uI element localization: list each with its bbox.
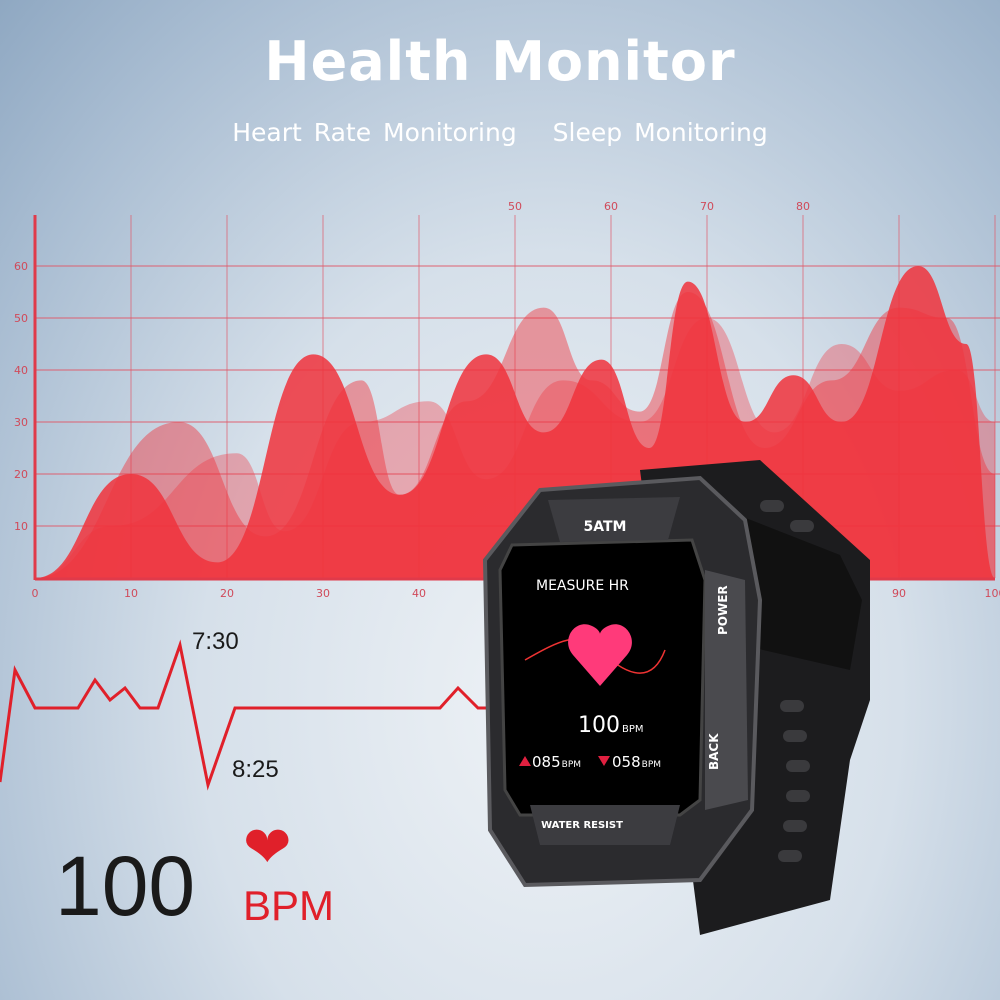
x-tick-label: 30 [316,587,330,600]
x-tick-label: 10 [124,587,138,600]
watch-screen: MEASURE HR 100 BPM 085BPM 058BPM [519,578,666,771]
x-tick-label: 50 [508,200,522,213]
screen-max-unit: BPM [562,760,581,770]
ecg-peak-time: 7:30 [192,628,239,655]
bpm-unit: BPM [243,882,335,929]
watch-bottom-label: WATER RESIST [541,820,623,831]
screen-min: 058 [612,753,641,771]
screen-title: MEASURE HR [536,578,629,594]
feature-sleep: Sleep Monitoring [552,118,768,147]
feature-heart-rate: Heart Rate Monitoring [232,118,517,147]
feature-list: Heart Rate Monitoring Sleep Monitoring [0,118,1000,147]
screen-bpm-value: 100 [578,713,620,738]
watch-top-label: 5ATM [584,519,627,535]
y-tick-label: 60 [14,260,28,273]
heart-icon [568,624,632,686]
screen-max-reading: 085BPM [532,753,581,771]
y-tick-label: 10 [14,520,28,533]
screen-min-unit: BPM [642,760,661,770]
screen-bpm-reading: 100 BPM [578,713,644,738]
heart-icon: ❤ [243,813,292,881]
y-tick-label: 50 [14,312,28,325]
x-tick-label: 70 [700,200,714,213]
screen-bpm-unit: BPM [622,724,644,735]
max-arrow-icon [519,756,531,766]
y-tick-label: 20 [14,468,28,481]
bpm-value: 100 [55,839,196,933]
x-tick-label: 60 [604,200,618,213]
ecg-trace [0,639,500,791]
screen-min-reading: 058BPM [612,753,661,771]
page-title: Health Monitor [264,30,736,93]
x-tick-label: 20 [220,587,234,600]
y-tick-label: 40 [14,364,28,377]
x-tick-label: 100 [985,587,1000,600]
power-button[interactable]: POWER [716,585,730,635]
min-arrow-icon [598,756,610,766]
ecg-trough-time: 8:25 [232,756,279,783]
x-tick-label: 0 [32,587,39,600]
screen-max: 085 [532,753,561,771]
x-tick-label: 90 [892,587,906,600]
x-tick-label: 80 [796,200,810,213]
y-tick-label: 30 [14,416,28,429]
back-button[interactable]: BACK [707,733,721,770]
x-tick-label: 40 [412,587,426,600]
